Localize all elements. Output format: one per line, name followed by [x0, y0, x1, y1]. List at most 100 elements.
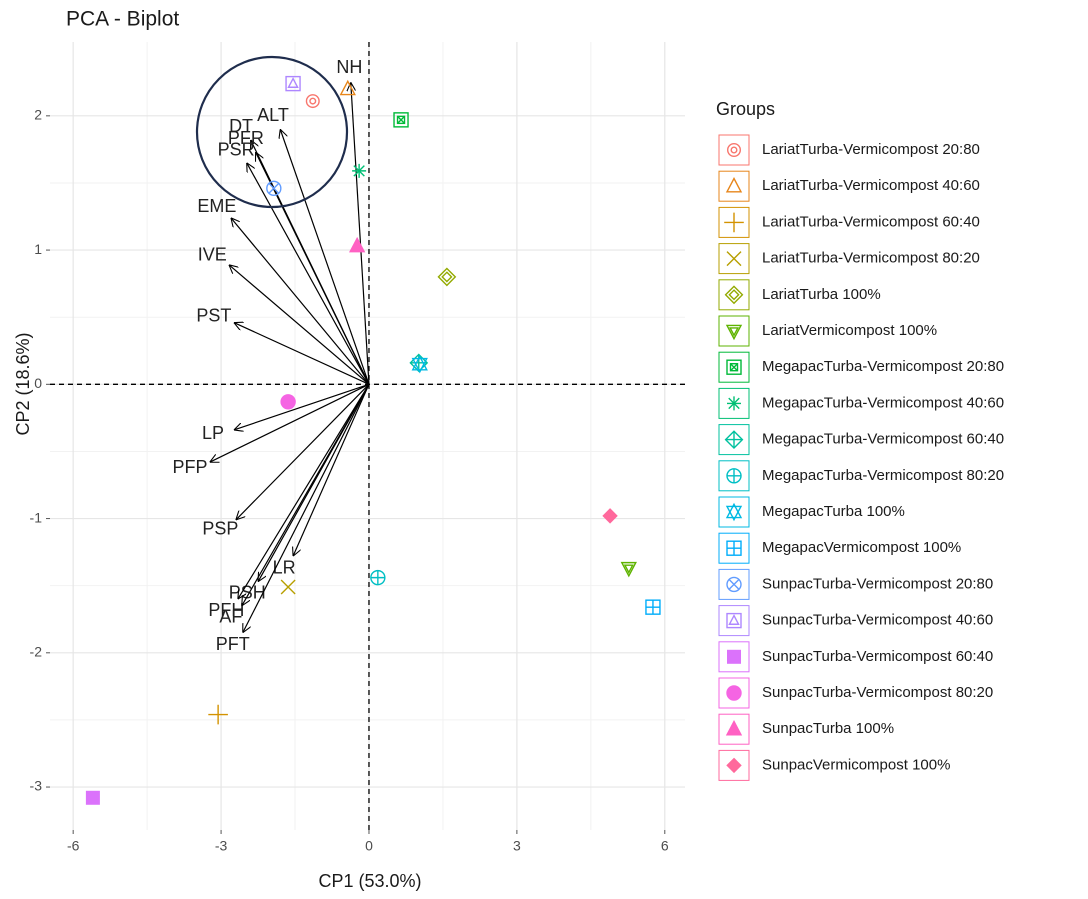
- legend-label: SunpacTurba-Vermicompost 40:60: [762, 612, 993, 629]
- legend-marker: [726, 359, 742, 375]
- marker-part: [645, 600, 660, 615]
- loading-arrow: [210, 383, 370, 462]
- x-tick-label: 0: [365, 838, 373, 854]
- point: [280, 394, 296, 410]
- marker-part: [287, 77, 299, 88]
- marker-part: [285, 75, 301, 92]
- legend-label: LariatTurba-Vermicompost 80:20: [762, 250, 980, 267]
- points: [85, 75, 661, 805]
- legend-marker: [727, 649, 741, 664]
- chart-title: PCA - Biplot: [66, 8, 179, 31]
- marker-part: [724, 212, 744, 233]
- loading-arrow: [236, 383, 370, 520]
- legend-label: MegapacTurba-Vermicompost 80:20: [762, 467, 1004, 484]
- y-tick-label: 2: [34, 107, 42, 123]
- marker-part: [305, 94, 320, 109]
- legend-label: LariatTurba 100%: [762, 286, 881, 303]
- loading-arrow: [256, 152, 370, 385]
- legend-key: [718, 749, 750, 781]
- legend-label: LariatTurba-Vermicompost 20:80: [762, 141, 980, 158]
- loading-arrow: [238, 384, 370, 599]
- x-tick-label: -3: [215, 838, 228, 854]
- loadings: NHALTDTPFRPSREMEIVEPSTLPPFPPSPLRPSHPFHAF…: [172, 57, 370, 654]
- legend-marker: [727, 396, 741, 411]
- point: [393, 112, 409, 128]
- marker-part: [441, 271, 453, 283]
- marker-part: [726, 576, 742, 593]
- loading-label: DT: [229, 116, 253, 136]
- point: [645, 599, 661, 615]
- y-tick-label: 1: [34, 241, 42, 257]
- marker-part: [370, 570, 385, 585]
- point: [348, 236, 366, 253]
- loading-label: IVE: [198, 245, 227, 265]
- loading-arrow: [293, 384, 370, 556]
- marker-part: [727, 541, 741, 556]
- loading-arrow: [242, 384, 370, 605]
- x-tick-label: 3: [513, 838, 521, 854]
- legend-label: LariatTurba-Vermicompost 40:60: [762, 177, 980, 194]
- y-tick-label: -1: [30, 509, 43, 525]
- marker-part: [602, 508, 618, 524]
- legend-key: [718, 713, 750, 745]
- legend-marker: [726, 612, 742, 629]
- legend-marker: [725, 719, 743, 736]
- legend-key: [718, 496, 750, 528]
- legend-key: [718, 170, 750, 202]
- marker-part: [725, 431, 743, 448]
- point: [437, 267, 457, 287]
- legend-key: [718, 605, 750, 637]
- marker-part: [725, 324, 743, 341]
- loading-arrow: [231, 218, 370, 385]
- marker-part: [266, 180, 282, 197]
- loading-arrow: [243, 384, 370, 632]
- y-tick-label: -2: [30, 644, 43, 660]
- grid: -6 -3 0 3 6 -3 -2 -1 0 1 2: [30, 42, 685, 854]
- legend-key: [718, 315, 750, 347]
- legend-marker: [725, 502, 743, 522]
- marker-part: [280, 579, 296, 595]
- loading-arrow: [280, 129, 370, 385]
- loading-label: PFR: [228, 128, 264, 148]
- x-tick-label: -6: [67, 838, 80, 854]
- marker-part: [728, 289, 740, 301]
- marker-part: [726, 757, 742, 774]
- point: [602, 508, 618, 524]
- legend-label: MegapacTurba 100%: [762, 503, 905, 520]
- marker-part: [728, 327, 740, 337]
- point: [305, 94, 320, 109]
- highlight-circle: [195, 55, 349, 209]
- point: [280, 579, 296, 595]
- loading-label: PFP: [172, 457, 207, 477]
- loading-arrow: [229, 265, 370, 385]
- marker-part: [85, 790, 100, 805]
- legend-marker: [726, 576, 742, 593]
- marker-part: [309, 97, 317, 105]
- marker-part: [728, 397, 740, 410]
- point: [339, 79, 356, 96]
- y-axis-title: CP2 (18.6%): [13, 332, 33, 435]
- legend: LariatTurba-Vermicompost 20:80 LariatTurb…: [718, 134, 1004, 781]
- marker-part: [726, 612, 742, 629]
- legend-label: SunpacTurba 100%: [762, 720, 894, 737]
- loading-arrow: [234, 323, 370, 385]
- legend-marker: [726, 757, 742, 774]
- marker-part: [280, 394, 296, 410]
- legend-label: SunpacVermicompost 100%: [762, 756, 950, 773]
- marker-part: [727, 142, 742, 157]
- point: [352, 163, 367, 178]
- loading-label: PST: [196, 305, 231, 325]
- marker-part: [411, 357, 428, 374]
- loading-label: LP: [202, 423, 224, 443]
- legend-key: [718, 279, 750, 311]
- marker-part: [411, 354, 428, 371]
- marker-part: [725, 505, 743, 522]
- legend-key: [718, 387, 750, 419]
- marker-part: [208, 704, 228, 725]
- marker-part: [725, 719, 743, 736]
- point: [285, 75, 301, 92]
- legend-marker: [726, 540, 742, 556]
- marker-part: [620, 561, 637, 578]
- legend-title: Groups: [716, 99, 775, 119]
- marker-part: [393, 112, 409, 128]
